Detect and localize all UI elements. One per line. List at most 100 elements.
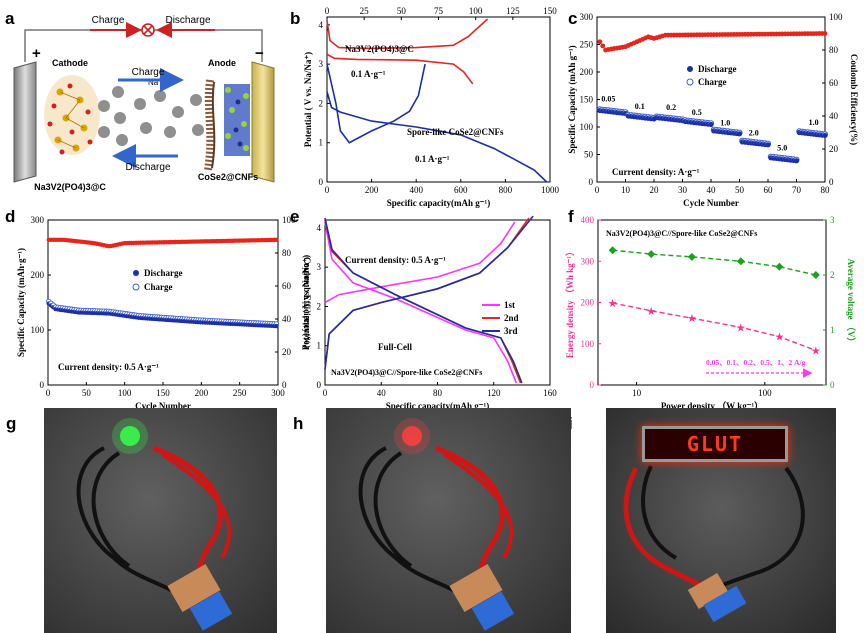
charge-label-mid: Charge (132, 67, 165, 78)
chart-d-x-tick-label: 0 (46, 388, 51, 398)
chart-c-legend-discharge-marker (687, 66, 693, 72)
chart-b-top-x-tick-label: 0 (325, 6, 330, 16)
na-ions (98, 86, 204, 146)
cathode-crystal-image (44, 75, 100, 155)
chart-f-y-tick-label: 100 (581, 339, 595, 349)
chart-d-y2-axis-title: Coulomb Efficiency(%) (302, 257, 312, 348)
panel-a-schematic: a Charge Discharge + − Cathode Anode Na+… (5, 9, 275, 192)
chart-b-x-tick-label: 400 (409, 185, 423, 195)
chart-b-y-tick-label: 0 (319, 177, 324, 187)
chart-d-x-tick-label: 200 (195, 388, 209, 398)
chart-d-plot-frame (47, 219, 279, 386)
chart-f-right-y-tick-label: 1 (830, 325, 835, 335)
chart-b: 0 200 400 600 800 1000 0 25 50 75 100 125 150 0 1 2 3 4 Sp… (303, 6, 560, 208)
anode-label: Anode (208, 58, 236, 68)
chart-b-x-tick-label: 200 (365, 185, 379, 195)
photo-led-display: GLUT (606, 408, 836, 633)
chart-e-y-tick-label: 4 (317, 223, 322, 233)
chart-e-y-tick-label: 2 (317, 301, 322, 311)
panel-letter-h: h (293, 414, 304, 433)
chart-f-right-y-tick-label: 2 (830, 270, 835, 280)
chart-d-x-tick-label: 50 (82, 388, 92, 398)
chart-d-ce-point (274, 237, 279, 243)
chart-d-x-axis-title: Cycle Number (135, 401, 191, 411)
chart-c-ce-point (597, 39, 603, 45)
chart-c-right-y-tick-label: 100 (829, 12, 843, 22)
photo-red-led (326, 408, 571, 633)
chart-f-voltage-point (811, 271, 820, 279)
chart-f-voltage-point (608, 246, 617, 255)
chart-c-rate-label: 0.5 (692, 108, 702, 117)
chart-f-x-tick-label: 10 (632, 388, 642, 398)
chart-b-y-tick-label: 2 (319, 98, 324, 108)
chart-c-x-tick-label: 70 (792, 185, 802, 195)
chart-d-y-tick-label: 0 (40, 380, 45, 390)
chart-c-annotation: Current density: A·g⁻¹ (612, 167, 700, 177)
chart-c-x-tick-label: 0 (595, 185, 600, 195)
chart-c-right-y-tick-label: 0 (829, 177, 834, 187)
anode-plate (251, 61, 275, 183)
chart-b-top-x-tick-label: 100 (469, 6, 483, 16)
chart-b-series-4 (326, 91, 548, 183)
chart-c-discharge-point (765, 142, 771, 148)
chart-c-right-y-tick-label: 40 (829, 111, 839, 121)
plus-terminal: + (32, 45, 41, 62)
chart-b-top-x-tick-label: 25 (360, 6, 370, 16)
chart-c-rate-label: 0.05 (601, 95, 615, 104)
chart-c-discharge-point (736, 131, 743, 137)
chart-b-annotation: 0.1 A·g⁻¹ (415, 154, 450, 164)
chart-c-legend-charge-marker (686, 78, 694, 86)
chart-d-x-tick-label: 150 (156, 388, 170, 398)
chart-c-x-axis-title: Cycle Number (683, 198, 739, 208)
chart-f-star-line (612, 302, 817, 352)
chart-c-rate-label: 1.0 (809, 118, 819, 127)
chart-c-rate-label: 0.1 (635, 102, 645, 111)
chart-d-right-y-tick-label: 60 (282, 281, 292, 291)
chart-e-annotation: Na3V2(PO4)3@C//Spore-like CoSe2@CNFs (331, 368, 482, 377)
chart-d-discharge-point (274, 323, 279, 329)
chart-c-x-tick-label: 30 (678, 185, 688, 195)
chart-f-energy-point: ★ (736, 321, 746, 334)
chart-c-x-tick-label: 80 (821, 185, 831, 195)
chart-b-annotation: 0.1 A·g⁻¹ (351, 69, 386, 79)
chart-c-x-tick-label: 60 (764, 185, 774, 195)
chart-f-voltage-point (647, 250, 656, 259)
chart-e-1st-discharge (324, 221, 518, 384)
chart-f-right-y-tick-label: 3 (830, 215, 835, 225)
chart-e-annotation: Full-Cell (378, 342, 412, 352)
chart-b-top-x-tick-label: 75 (434, 6, 444, 16)
chart-c-ce-point (600, 43, 606, 49)
discharge-label-mid: Discharge (125, 162, 170, 173)
chart-c-x-tick-label: 50 (735, 185, 745, 195)
chart-e-legend-3rd: 3rd (504, 326, 518, 336)
chart-f-title: Na3V2(PO4)3@C//Spore-like CoSe2@CNFs (606, 229, 757, 238)
minus-terminal: − (255, 45, 264, 62)
chart-d-x-tick-label: 250 (233, 388, 247, 398)
discharge-label-top: Discharge (165, 15, 210, 26)
chart-f-x-axis-title: Power density （W kg⁻¹） (661, 401, 763, 411)
chart-d-right-y-tick-label: 0 (282, 380, 287, 390)
chart-d-legend-discharge: Discharge (144, 268, 183, 278)
chart-b-series-1 (326, 18, 489, 50)
chart-c-x-tick-label: 20 (650, 185, 660, 195)
chart-b-top-x-tick-label: 50 (397, 6, 407, 16)
chart-c-y2-axis-title: Coulomb Efficiency(%) (849, 54, 859, 145)
chart-d-right-y-tick-label: 40 (282, 314, 292, 324)
chart-c-right-y-tick-label: 80 (829, 45, 839, 55)
chart-e-annotation: Current density: 0.5 A·g⁻¹ (345, 255, 446, 265)
chart-f: 10 100 0 100 200 300 400 0 1 2 3 Power density （W k… (565, 215, 856, 411)
chart-b-x-tick-label: 600 (454, 185, 468, 195)
chart-f-voltage-point (687, 252, 696, 261)
cathode-material-label: Na3V2(PO4)3@C (34, 182, 106, 192)
chart-f-energy-point: ★ (608, 297, 618, 310)
led-display-text: GLUT (642, 426, 788, 462)
chart-f-y-tick-label: 200 (581, 298, 595, 308)
panel-letter-g: g (6, 414, 17, 433)
chart-f-energy-point: ★ (687, 312, 697, 325)
cathode-label: Cathode (52, 58, 88, 68)
chart-b-x-tick-label: 1000 (541, 185, 560, 195)
chart-e-x-tick-label: 80 (433, 388, 443, 398)
chart-e-x-tick-label: 120 (487, 388, 501, 398)
chart-d-legend-charge-marker (132, 283, 140, 291)
